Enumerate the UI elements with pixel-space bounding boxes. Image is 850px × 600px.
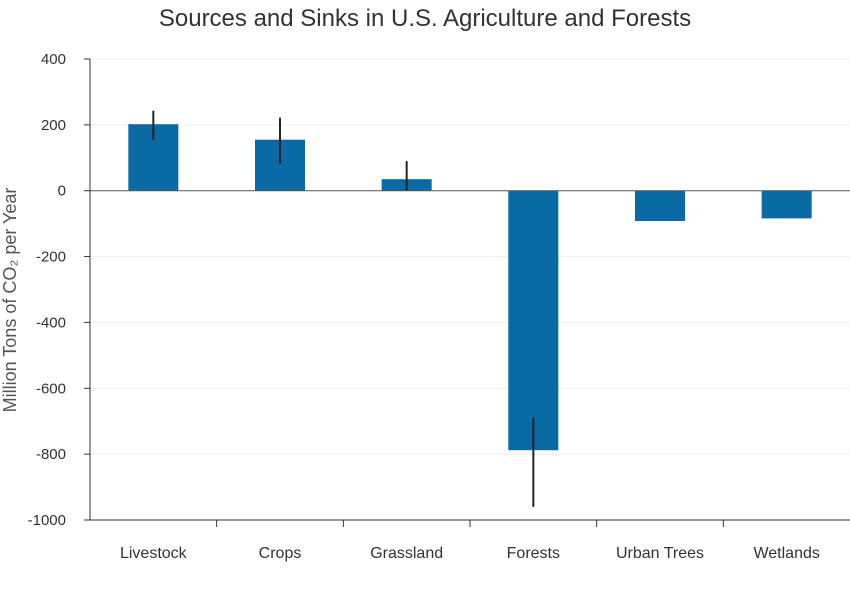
error-bars: [152, 110, 535, 507]
axes: [84, 58, 850, 527]
x-tick-label: Forests: [507, 545, 560, 562]
x-tick-label: Livestock: [120, 545, 188, 562]
x-tick-label: Grassland: [370, 545, 443, 562]
y-tick-label: 0: [58, 183, 66, 200]
chart-title: Sources and Sinks in U.S. Agriculture an…: [159, 5, 691, 32]
x-tick-label: Wetlands: [753, 545, 819, 562]
x-tick-label: Urban Trees: [616, 545, 704, 562]
y-tick-label: -1000: [28, 512, 66, 529]
y-tick-label: -200: [36, 249, 66, 266]
y-tick-label: -400: [36, 314, 66, 331]
y-axis-label: Million Tons of CO₂ per Year: [0, 188, 20, 413]
y-tick-label: 400: [41, 51, 66, 68]
bar-wetlands: [761, 190, 812, 219]
bars: [128, 124, 812, 451]
x-tick-label: Crops: [259, 545, 302, 562]
y-tick-label: -600: [36, 380, 66, 397]
y-tick-label: 200: [41, 117, 66, 134]
bar-forests: [508, 190, 559, 451]
y-tick-label: -800: [36, 446, 66, 463]
y-tick-labels: 400 200 0 -200 -400 -600 -800 -1000: [28, 51, 66, 529]
bar-urban-trees: [635, 190, 685, 222]
x-tick-labels: Livestock Crops Grassland Forests Urban Tree…: [120, 545, 820, 562]
gridlines: [90, 58, 850, 455]
